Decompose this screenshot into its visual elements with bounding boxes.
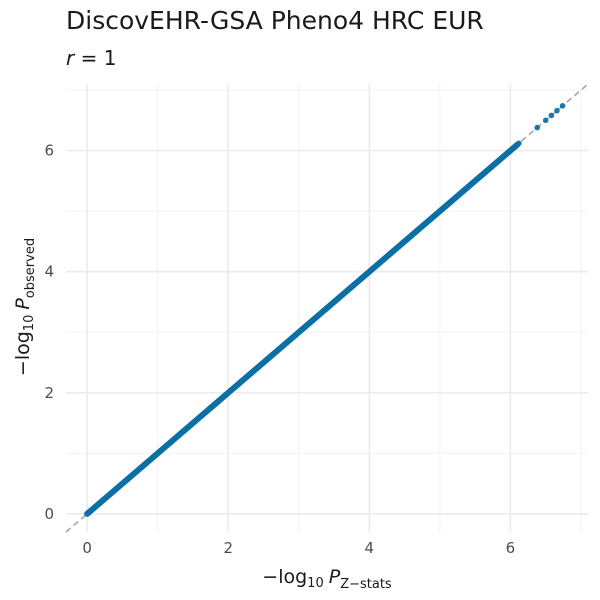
y-tick-label: 0 xyxy=(44,505,54,523)
x-axis-ticks: 0 2 4 6 xyxy=(82,539,515,557)
subtitle-variable: r xyxy=(66,46,75,70)
chart-subtitle: r = 1 xyxy=(66,46,116,70)
data-point xyxy=(559,102,566,109)
x-tick-label: 4 xyxy=(365,539,375,557)
observed-points xyxy=(516,102,566,147)
data-point xyxy=(516,140,522,147)
subtitle-value: 1 xyxy=(103,46,117,70)
x-tick-label: 6 xyxy=(506,539,516,557)
data-point xyxy=(554,107,560,114)
x-axis-label: −log10 PZ−stats xyxy=(262,566,392,592)
x-tick-label: 0 xyxy=(82,539,92,557)
grid-major xyxy=(66,84,588,532)
y-tick-label: 4 xyxy=(44,263,54,281)
x-tick-label: 2 xyxy=(223,539,233,557)
chart-title: DiscovEHR-GSA Pheno4 HRC EUR xyxy=(66,6,484,35)
y-tick-label: 6 xyxy=(44,142,54,160)
data-point xyxy=(534,124,541,131)
y-axis-ticks: 0 2 4 6 xyxy=(44,142,54,523)
y-tick-label: 2 xyxy=(44,384,54,402)
subtitle-equals: = xyxy=(74,46,104,70)
y-axis-label: −log10Pobserved xyxy=(12,238,38,376)
data-point xyxy=(542,117,549,124)
data-point xyxy=(548,112,555,119)
observed-points-dense xyxy=(84,141,521,517)
grid-minor xyxy=(66,84,588,532)
